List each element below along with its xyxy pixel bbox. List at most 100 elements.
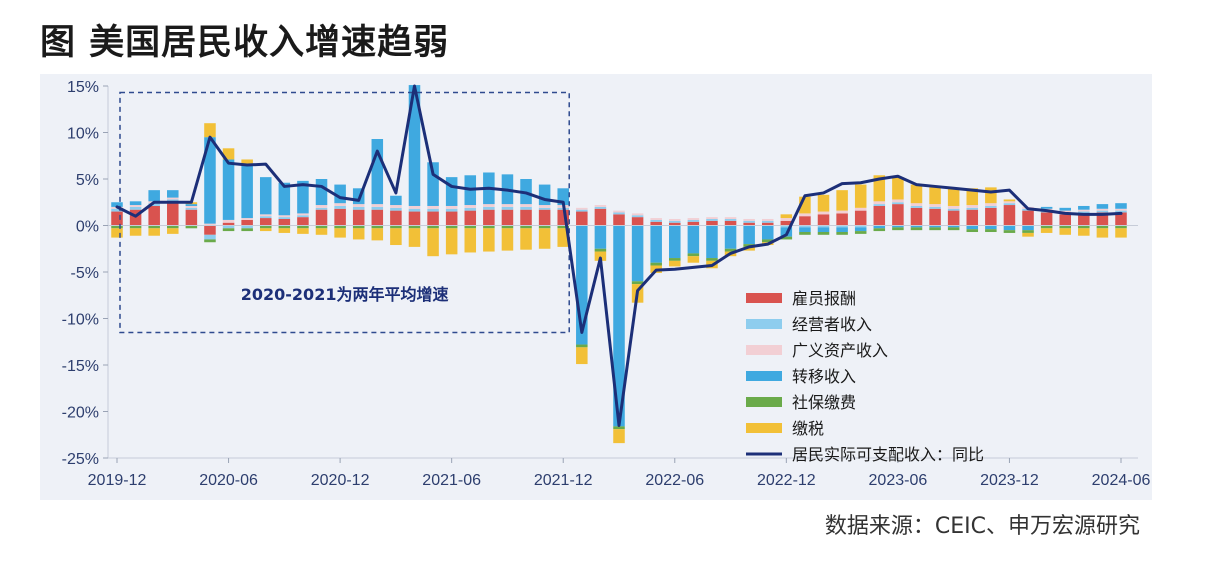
bar-0-2021-11 xyxy=(538,209,551,226)
bar-2-2020-05 xyxy=(204,223,216,226)
bar-3-2020-01 xyxy=(129,201,142,206)
annotation-box xyxy=(119,91,570,334)
bar-2-2022-12 xyxy=(780,218,793,221)
bar-4-2021-12 xyxy=(557,225,569,229)
bar-5-2022-10 xyxy=(743,246,755,251)
bar-3-2023-06 xyxy=(892,225,904,228)
bar-1-2020-11 xyxy=(315,207,328,210)
bar-5-2021-12 xyxy=(557,228,569,247)
bar-5-2020-06 xyxy=(222,148,235,160)
bar-1-2021-04 xyxy=(408,208,421,212)
bar-1-2020-05 xyxy=(204,234,216,240)
bar-5-2023-01 xyxy=(799,196,811,214)
bar-3-2021-03 xyxy=(390,195,402,206)
bar-5-2022-07 xyxy=(687,256,700,263)
y-tick-label: 0% xyxy=(76,219,99,236)
bar-2-2021-02 xyxy=(371,204,384,207)
x-tick-label: 2020-12 xyxy=(311,472,370,489)
bar-1-2023-01 xyxy=(799,225,811,228)
bar-4-2020-03 xyxy=(167,225,179,229)
bar-4-2023-11 xyxy=(985,229,997,233)
bar-1-2024-05 xyxy=(1096,210,1109,213)
bar-4-2023-07 xyxy=(910,227,923,231)
line-layer xyxy=(115,84,1123,427)
bar-4-2022-12 xyxy=(780,236,793,240)
bar-3-2023-09 xyxy=(947,225,960,228)
bar-3-2020-10 xyxy=(297,180,309,214)
bar-3-2022-04 xyxy=(631,225,644,282)
bar-2-2021-03 xyxy=(390,205,402,208)
bar-4-2021-08 xyxy=(483,225,495,229)
bar-5-2023-11 xyxy=(985,187,997,204)
bar-1-2023-10 xyxy=(966,207,979,210)
bar-1-2021-10 xyxy=(520,206,532,210)
bar-1-2022-07 xyxy=(687,219,700,222)
axes-layer: 15% 10% 5% 0% -5% -10% -15% -20% -25% 2019-12 2020… xyxy=(62,79,1151,489)
bar-5-2024-04 xyxy=(1078,228,1090,236)
bar-0-2024-02 xyxy=(1040,212,1053,226)
bar-5-2021-04 xyxy=(408,228,421,247)
bar-2-2023-01 xyxy=(799,213,811,217)
bar-1-2023-12 xyxy=(1003,203,1016,206)
bar-5-2023-04 xyxy=(854,184,867,208)
x-tick-label: 2021-12 xyxy=(534,472,593,489)
bar-3-2023-02 xyxy=(817,227,830,233)
bar-3-2021-12 xyxy=(557,188,569,206)
bar-5-2020-12 xyxy=(334,228,346,238)
bar-4-2022-04 xyxy=(631,281,644,285)
bar-3-2020-05 xyxy=(204,137,216,224)
bar-0-2022-04 xyxy=(631,217,644,226)
bar-5-2019-12 xyxy=(111,228,123,238)
bar-2-2021-11 xyxy=(538,205,551,208)
bar-0-2022-01 xyxy=(576,211,588,226)
bar-0-2022-08 xyxy=(706,220,718,226)
x-tick-label: 2022-06 xyxy=(645,472,704,489)
bar-1-2020-06 xyxy=(222,225,235,229)
y-tick-label: 15% xyxy=(67,79,99,96)
bar-2-2022-02 xyxy=(594,205,607,207)
bar-4-2021-06 xyxy=(445,225,458,229)
bar-1-2022-08 xyxy=(706,218,718,221)
x-tick-label: 2020-06 xyxy=(199,472,258,489)
bar-3-2022-03 xyxy=(613,225,625,427)
bar-5-2021-11 xyxy=(538,228,551,249)
bar-5-2023-07 xyxy=(910,184,923,204)
bar-2-2020-03 xyxy=(167,197,179,200)
bar-1-2023-11 xyxy=(985,205,997,208)
bar-0-2021-10 xyxy=(520,209,532,226)
bar-5-2024-01 xyxy=(1022,232,1034,237)
bar-1-2022-10 xyxy=(743,220,755,223)
x-tick-label: 2024-06 xyxy=(1092,472,1151,489)
bar-0-2020-06 xyxy=(222,222,235,226)
y-tick-label: -15% xyxy=(62,358,99,375)
bar-2-2023-04 xyxy=(854,207,867,211)
bar-3-2024-01 xyxy=(1022,225,1034,231)
y-tick-label: -5% xyxy=(71,265,99,282)
bar-5-2024-05 xyxy=(1096,228,1109,238)
bar-0-2023-10 xyxy=(966,209,979,226)
bar-2-2022-05 xyxy=(650,218,662,220)
bar-4-2020-05 xyxy=(204,239,216,243)
legend-label-5: 缴税 xyxy=(792,419,824,438)
bar-4-2020-09 xyxy=(278,225,291,229)
bar-4-2023-01 xyxy=(799,232,811,235)
bar-0-2024-04 xyxy=(1078,213,1090,226)
bar-1-2023-04 xyxy=(854,225,867,228)
bar-4-2021-01 xyxy=(352,225,365,229)
bar-2-2022-04 xyxy=(631,213,644,216)
bar-3-2021-02 xyxy=(371,139,384,205)
bar-0-2020-07 xyxy=(241,219,253,226)
bar-2-2022-11 xyxy=(761,218,774,221)
bar-0-2020-04 xyxy=(185,209,198,226)
bar-2-2020-09 xyxy=(278,215,291,218)
bar-4-2022-11 xyxy=(761,239,774,243)
bar-4-2020-08 xyxy=(259,225,272,229)
bar-4-2020-12 xyxy=(334,225,346,229)
bar-4-2020-02 xyxy=(148,225,160,229)
bar-1-2023-08 xyxy=(929,206,941,209)
bar-3-2021-04 xyxy=(408,85,421,206)
bar-0-2024-01 xyxy=(1022,210,1034,226)
bar-2-2021-10 xyxy=(520,204,532,207)
bar-2-2020-11 xyxy=(315,205,328,208)
bar-3-2021-06 xyxy=(445,177,458,206)
